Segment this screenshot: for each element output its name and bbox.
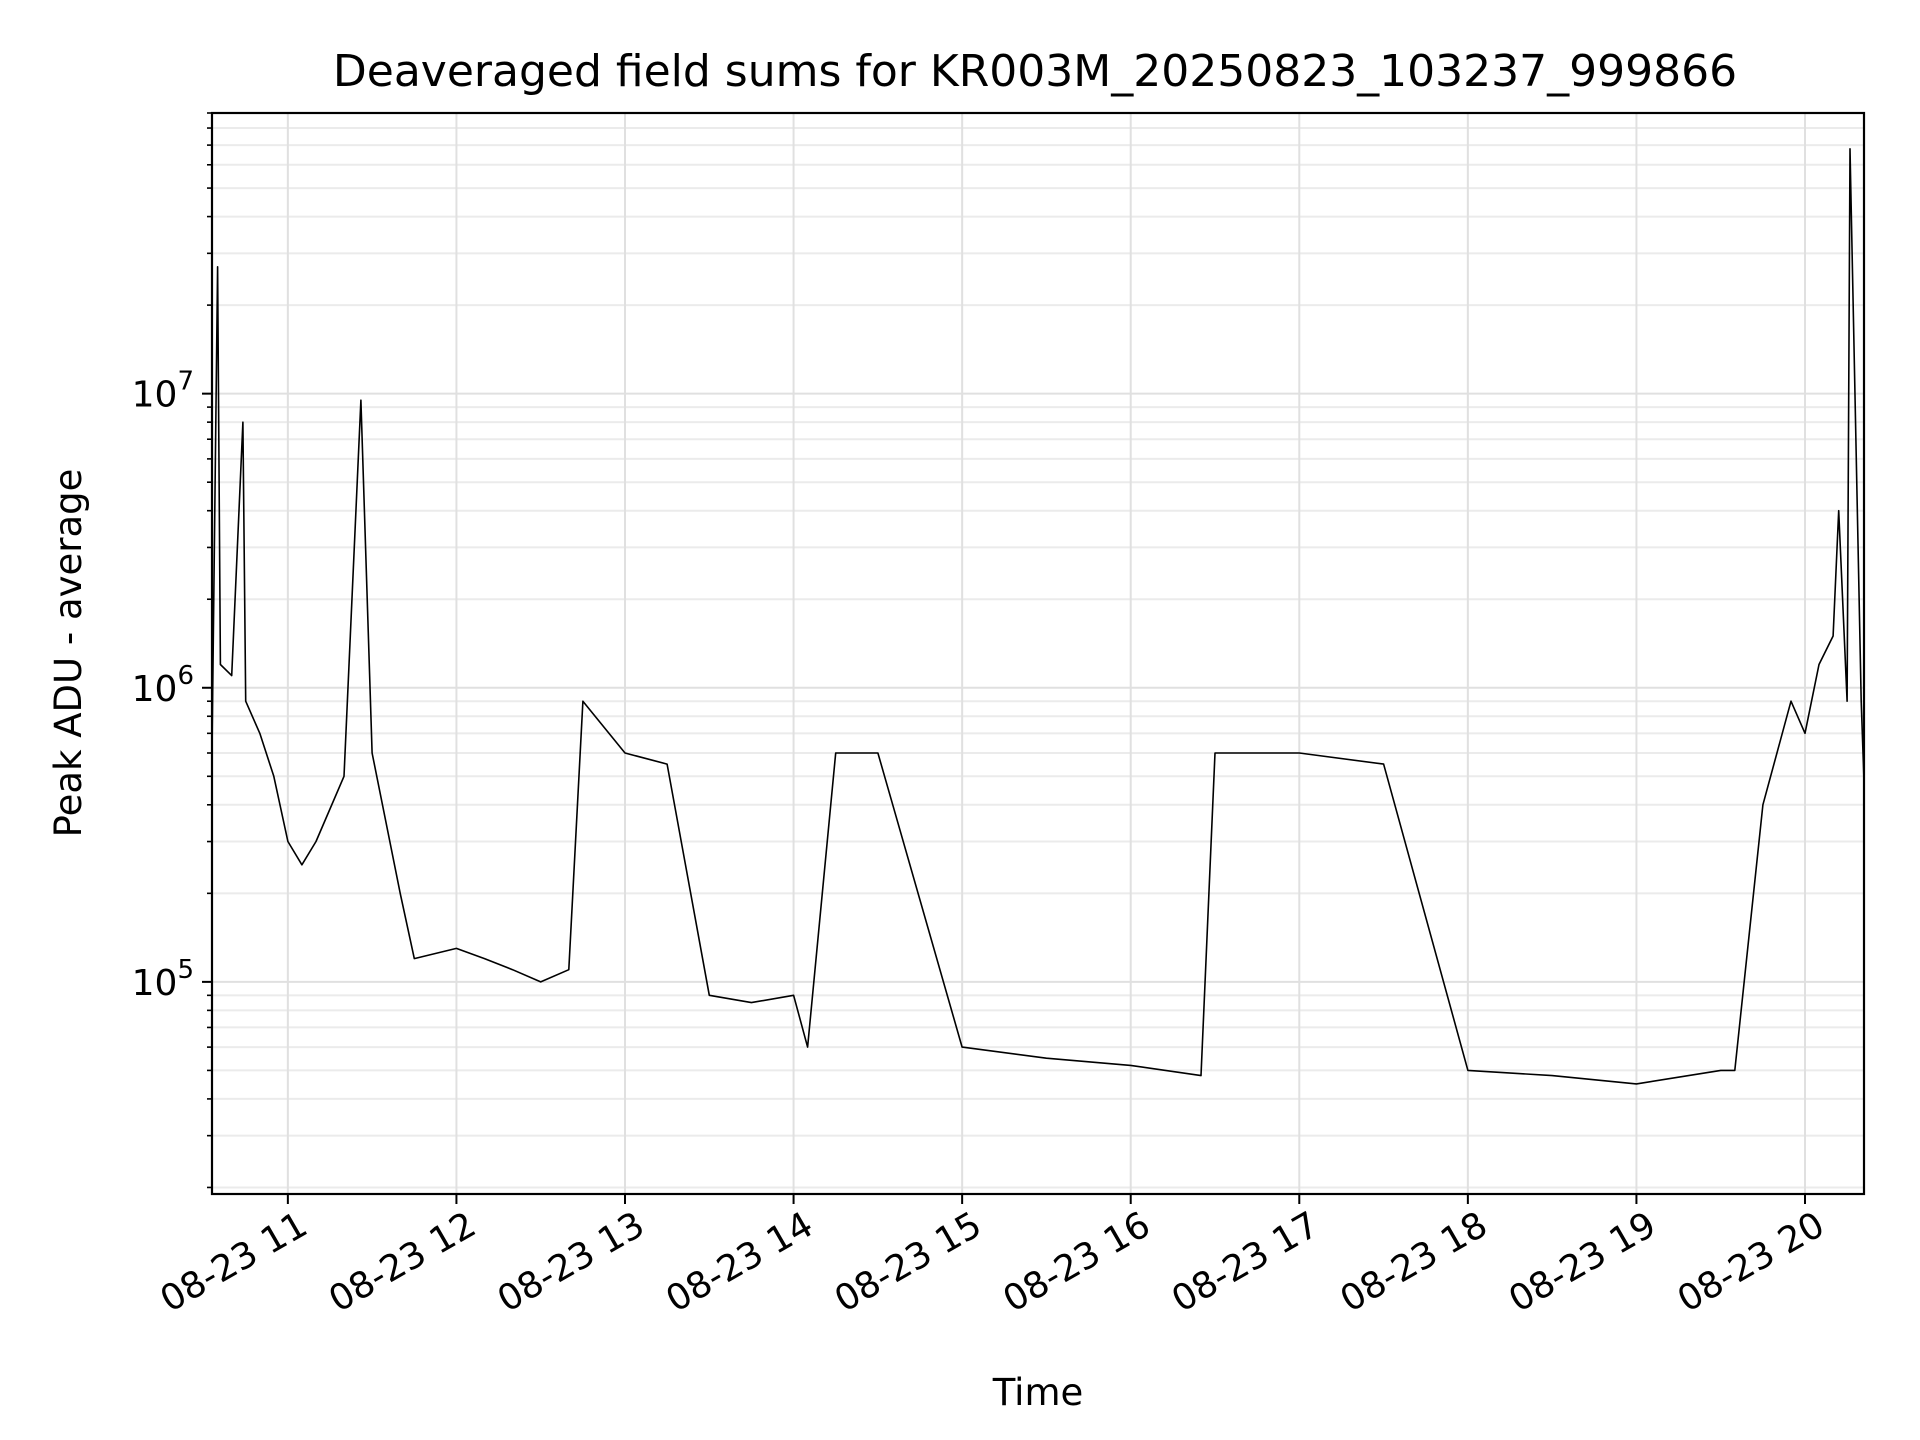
y-tick-label: 107 [132,367,194,416]
y-tick-label: 105 [132,955,194,1004]
series-layer [211,148,1865,1085]
chart-title: Deaveraged field sums for KR003M_2025082… [333,46,1737,97]
y-axis-label: Peak ADU - average [47,469,90,838]
y-axis: 105 106 107 [132,112,212,1189]
plot-frame [210,111,1866,1196]
x-axis-label: Time [992,1371,1084,1414]
series-line-0 [211,148,1865,1085]
y-tick-label: 106 [132,661,194,710]
